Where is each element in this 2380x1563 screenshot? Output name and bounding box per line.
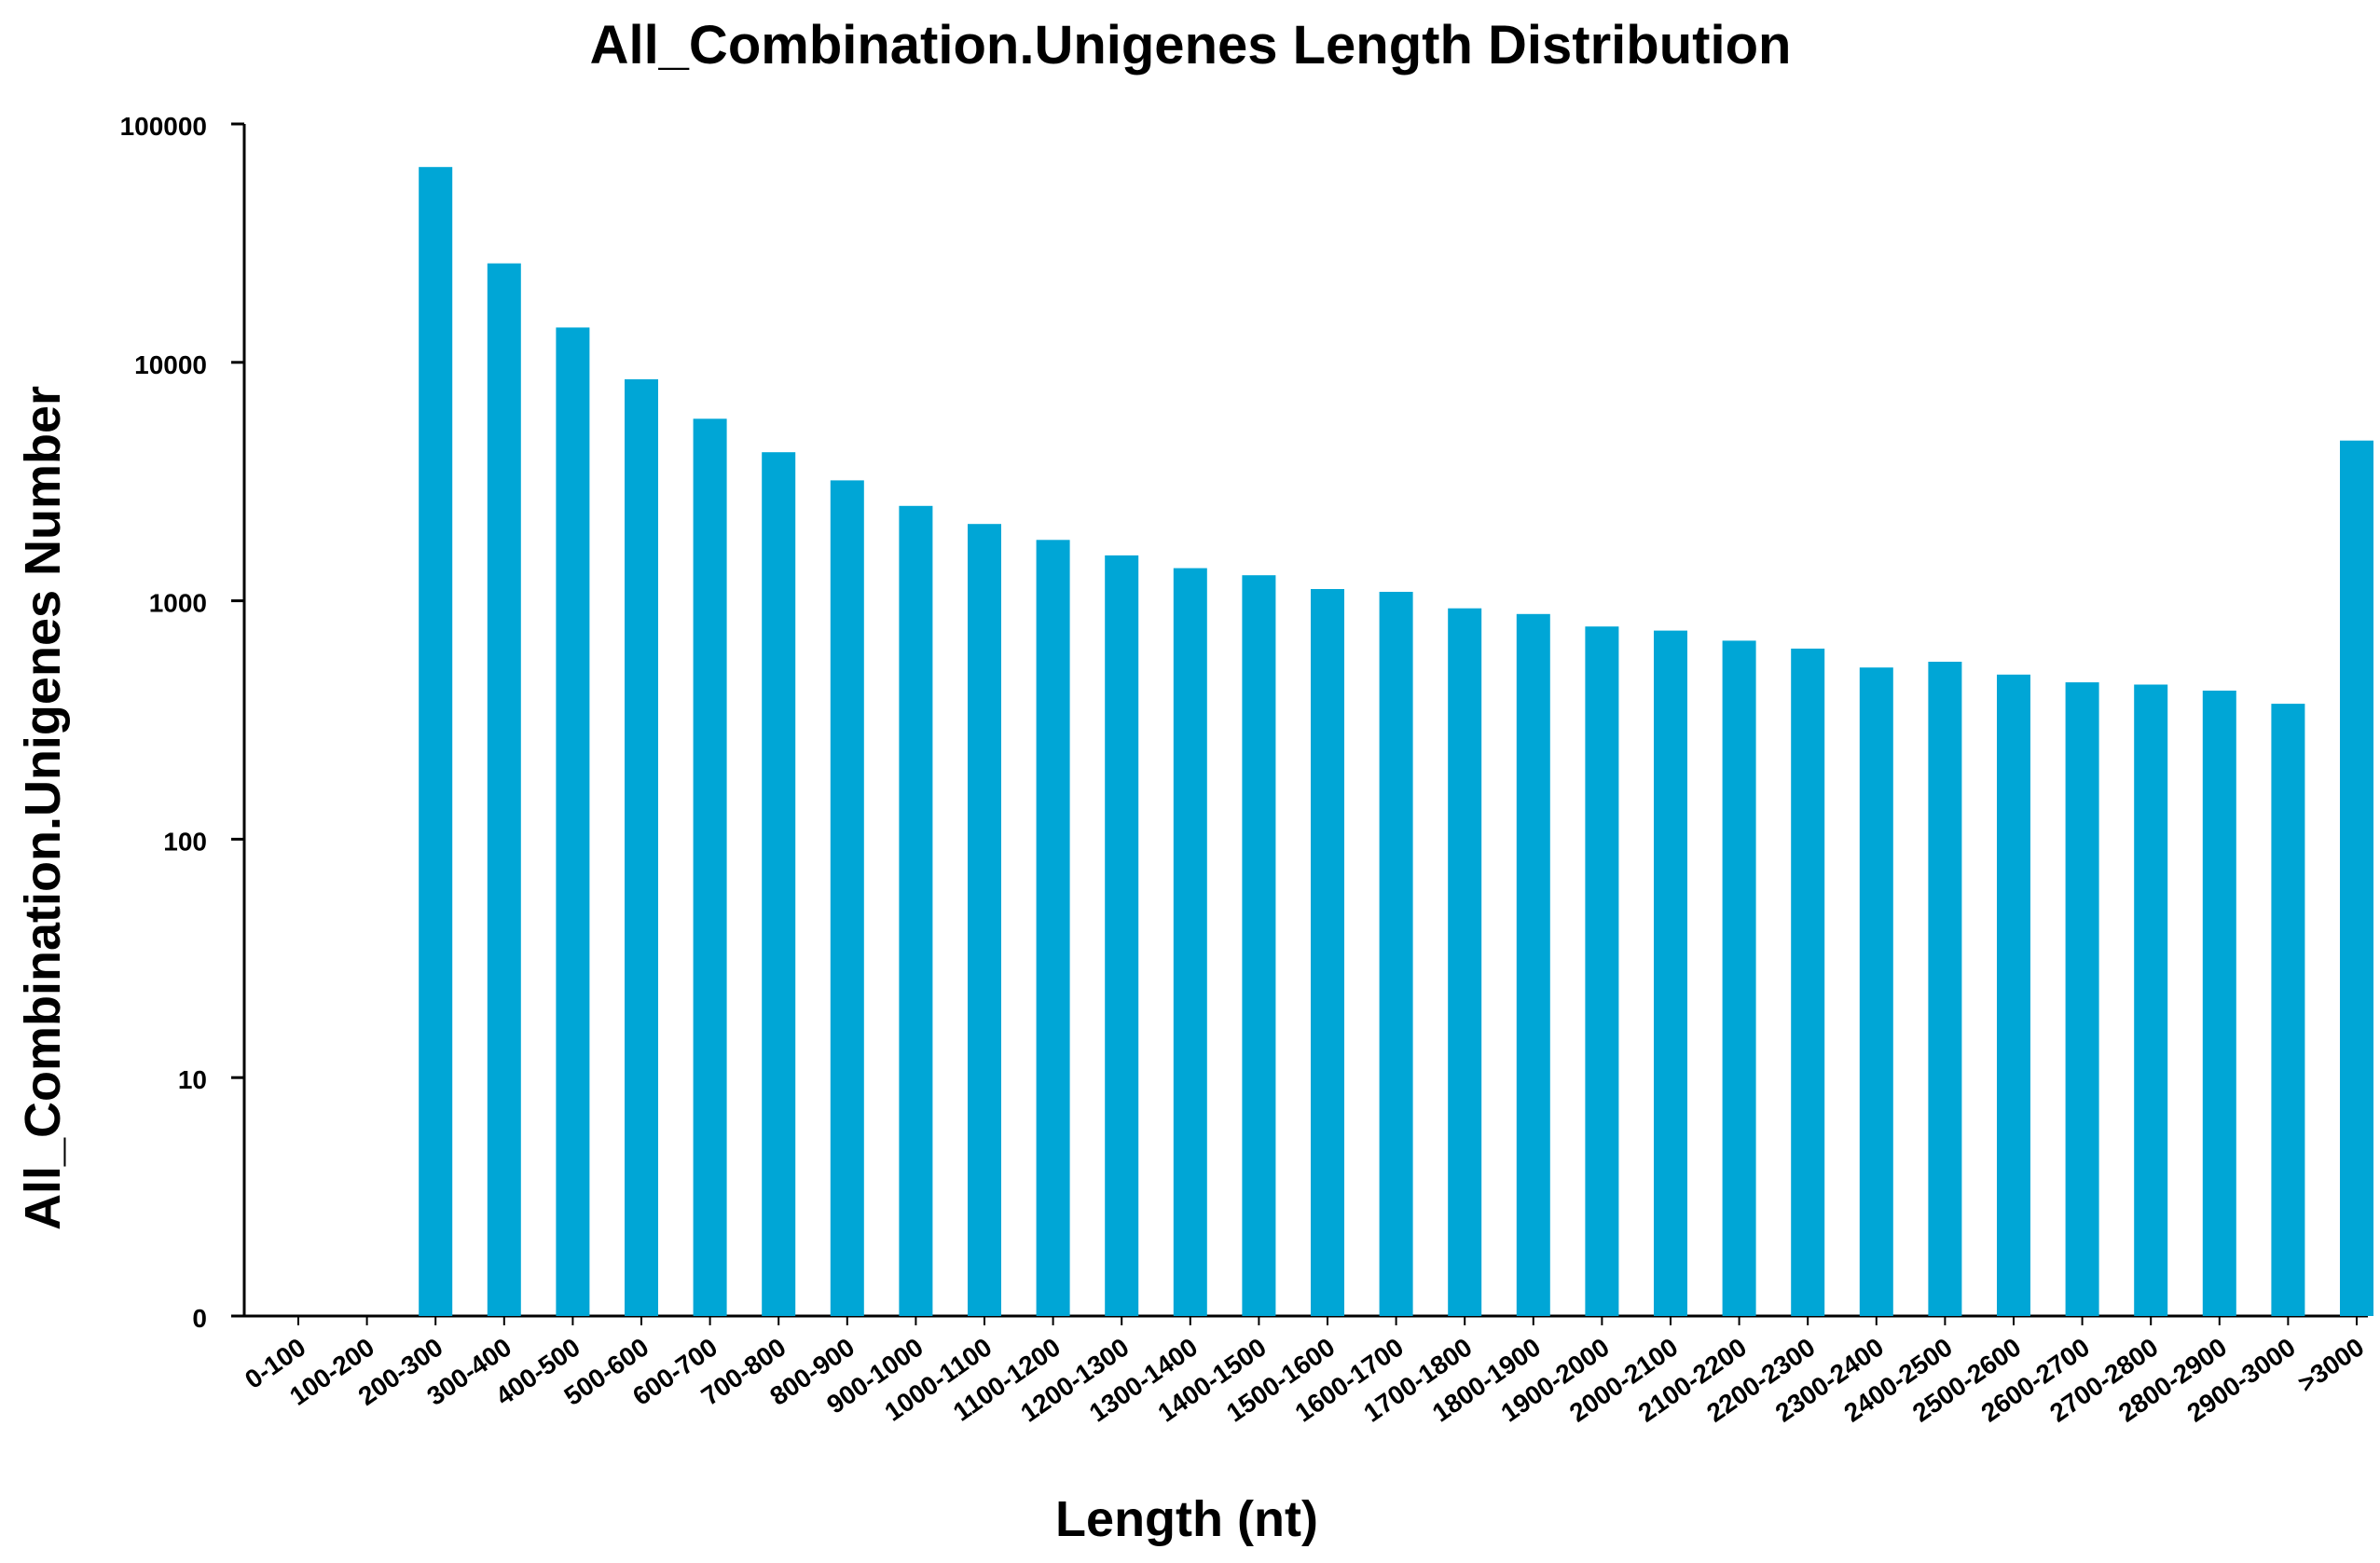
bar [1516, 613, 1550, 1316]
bar [1105, 555, 1139, 1316]
bar [2340, 440, 2373, 1316]
bar [830, 480, 864, 1316]
bar [487, 263, 521, 1317]
x-tick-labels: 0-100100-200200-300300-400400-500500-600… [240, 1316, 2369, 1428]
y-tick-label: 100 [163, 827, 207, 856]
bar [1379, 592, 1413, 1316]
y-tick-label: 100000 [120, 112, 207, 141]
bar [1722, 640, 1756, 1316]
bar [1173, 568, 1207, 1316]
bar [1791, 648, 1825, 1316]
bar [762, 452, 796, 1316]
bar [1036, 540, 1070, 1316]
bar [419, 167, 453, 1317]
bar [1928, 662, 1962, 1316]
chart-title: All_Combination.Unigenes Length Distribu… [590, 15, 1792, 75]
bar [2065, 682, 2099, 1316]
bar [2134, 684, 2168, 1316]
bar [1448, 608, 1482, 1316]
bar [1242, 575, 1276, 1316]
bar [625, 378, 658, 1316]
y-tick-label: 10 [178, 1065, 207, 1094]
bar [968, 524, 1001, 1316]
bar [2271, 704, 2305, 1316]
y-tick-label: 1000 [149, 589, 207, 618]
bar [1997, 674, 2030, 1316]
bar [693, 418, 727, 1316]
x-tick-label: >3000 [2292, 1333, 2369, 1399]
bar [556, 327, 590, 1316]
y-axis-label: All_Combination.Unigenes Number [15, 386, 71, 1230]
bar [1311, 589, 1344, 1316]
x-axis-label: Length (nt) [1055, 1491, 1318, 1547]
y-axis: 0 10 100 1000 10000 100000 [120, 112, 246, 1333]
bar [1859, 667, 1893, 1316]
bars-group [419, 167, 2373, 1317]
bar [1654, 630, 1687, 1316]
bar [1585, 626, 1619, 1316]
y-tick-label: 0 [192, 1304, 207, 1333]
bar [899, 505, 933, 1316]
bar [2202, 691, 2236, 1316]
y-tick-label: 10000 [134, 350, 207, 379]
